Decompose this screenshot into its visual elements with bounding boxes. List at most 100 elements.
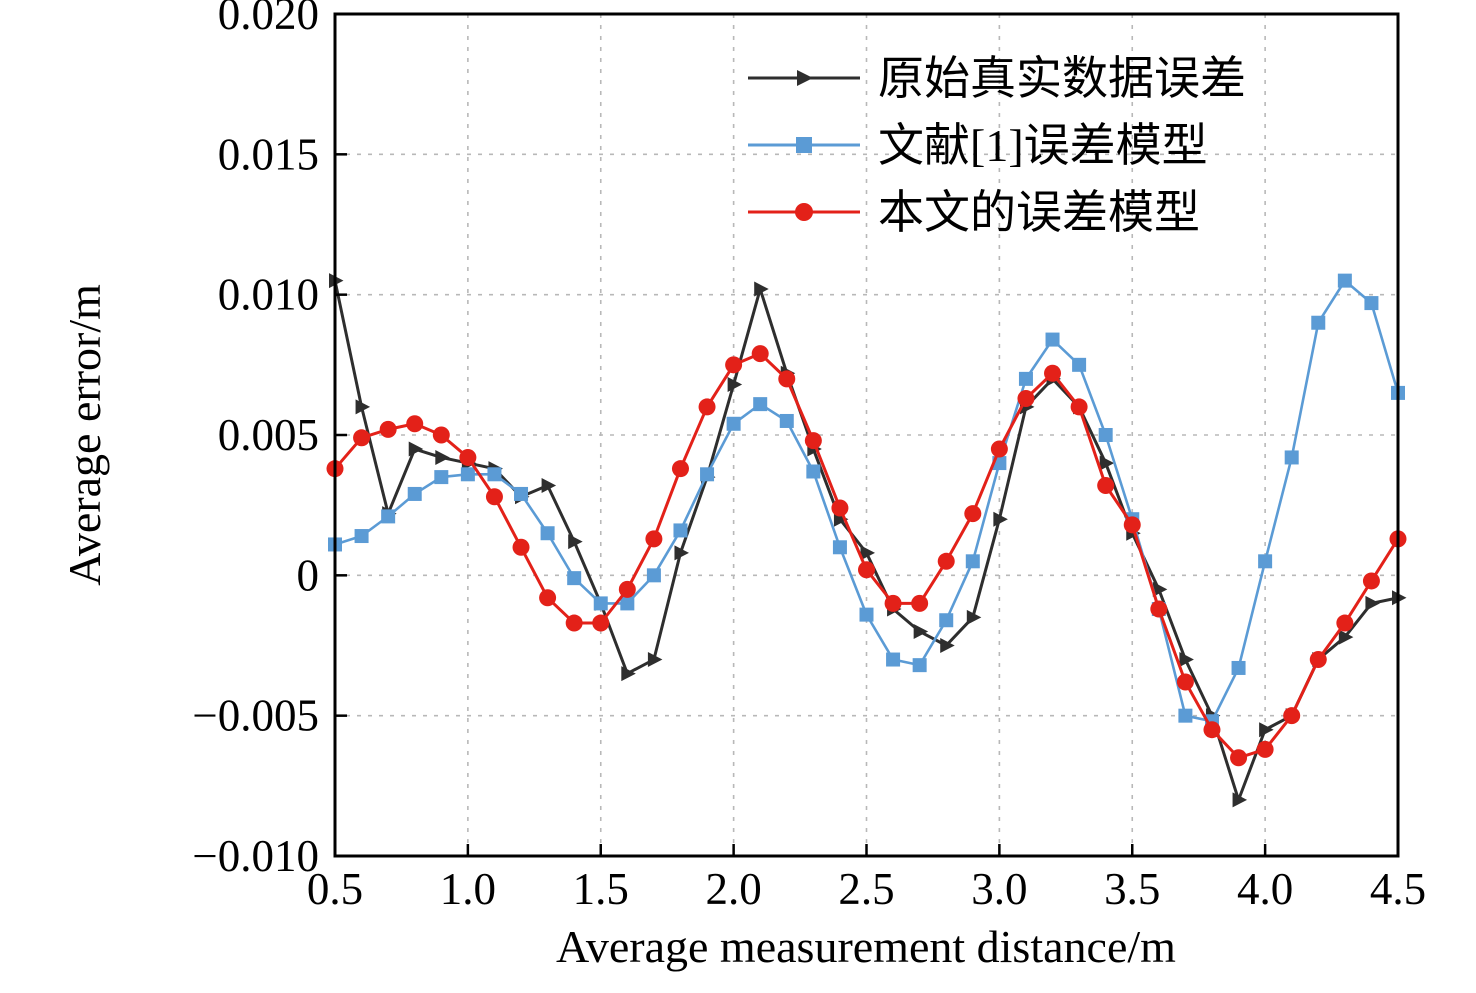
marker-square-icon	[646, 568, 661, 583]
y-tick-label: 0	[297, 550, 320, 600]
x-tick-label: 1.0	[440, 864, 496, 914]
marker-circle-icon	[858, 561, 875, 579]
marker-circle-icon	[911, 594, 929, 612]
marker-circle-icon	[353, 429, 371, 447]
marker-circle-icon	[725, 356, 743, 374]
marker-circle-icon	[512, 538, 530, 556]
marker-circle-icon	[618, 580, 636, 598]
marker-square-icon	[753, 397, 768, 412]
marker-square-icon	[381, 509, 396, 524]
marker-circle-icon	[1362, 572, 1380, 590]
marker-square-icon	[620, 596, 635, 611]
marker-triangle-right-icon	[408, 441, 424, 457]
marker-square-icon	[434, 470, 449, 485]
marker-square-icon	[939, 613, 954, 628]
y-axis-title: Average error/m	[59, 284, 110, 586]
x-tick-label: 0.5	[307, 864, 363, 914]
grid-layer	[334, 13, 1399, 857]
y-tick-label: −0.005	[192, 691, 319, 741]
marker-square-icon	[779, 413, 794, 428]
marker-triangle-right-icon	[1365, 595, 1380, 611]
marker-square-icon	[806, 464, 821, 479]
legend-label: 文献[1]误差模型	[878, 120, 1208, 171]
y-tick-label: −0.010	[192, 831, 319, 881]
marker-triangle-right-icon	[647, 652, 663, 668]
marker-circle-icon	[1256, 740, 1274, 758]
marker-square-icon	[593, 596, 608, 611]
marker-square-icon	[859, 607, 874, 622]
y-tick-label: 0.005	[218, 410, 319, 460]
marker-circle-icon	[671, 460, 689, 478]
marker-triangle-right-icon	[1152, 581, 1168, 597]
marker-triangle-right-icon	[754, 281, 769, 297]
marker-triangle-right-icon	[1099, 455, 1115, 471]
y-tick-label: 0.020	[218, 0, 319, 39]
marker-triangle-right-icon	[621, 666, 636, 682]
x-tick-label: 2.5	[838, 864, 894, 914]
marker-triangle-right-icon	[913, 623, 929, 639]
marker-circle-icon	[778, 370, 796, 388]
marker-square-icon	[540, 526, 555, 541]
marker-circle-icon	[1044, 364, 1062, 382]
marker-circle-icon	[645, 530, 663, 548]
marker-square-icon	[912, 658, 927, 673]
marker-circle-icon	[937, 552, 955, 570]
marker-square-icon	[1231, 660, 1246, 675]
marker-triangle-right-icon	[1259, 722, 1274, 738]
marker-circle-icon	[964, 505, 982, 523]
x-tick-label: 3.5	[1104, 864, 1160, 914]
series-layer	[326, 273, 1407, 808]
marker-circle-icon	[1230, 749, 1248, 767]
legend-label: 原始真实数据误差	[878, 53, 1246, 104]
plot-border	[333, 12, 1400, 858]
marker-square-icon	[700, 467, 715, 482]
marker-circle-icon	[831, 499, 849, 517]
marker-circle-icon	[1203, 721, 1221, 739]
marker-square-icon	[832, 540, 847, 555]
marker-square-icon	[567, 571, 582, 586]
marker-circle-icon	[1070, 398, 1088, 416]
marker-square-icon	[1072, 357, 1087, 372]
marker-square-icon	[1045, 332, 1060, 347]
marker-square-icon	[1311, 315, 1326, 330]
marker-square-icon	[1098, 428, 1113, 442]
marker-square-icon	[965, 554, 980, 569]
marker-circle-icon	[1150, 600, 1168, 618]
marker-triangle-right-icon	[568, 534, 583, 550]
marker-triangle-right-icon	[435, 449, 450, 465]
marker-circle-icon	[485, 488, 503, 506]
marker-triangle-right-icon	[1179, 652, 1194, 668]
marker-triangle-right-icon	[541, 478, 557, 494]
marker-circle-icon	[565, 614, 583, 632]
legend-marker-square-icon	[796, 137, 812, 153]
marker-square-icon	[460, 467, 475, 482]
marker-circle-icon	[1097, 477, 1115, 495]
marker-circle-icon	[1336, 614, 1354, 632]
marker-square-icon	[407, 486, 422, 501]
marker-circle-icon	[1283, 707, 1301, 725]
marker-circle-icon	[884, 594, 902, 612]
legend-marker-triangle-right-icon	[797, 70, 813, 86]
y-tick-label: 0.010	[218, 270, 319, 320]
marker-circle-icon	[1123, 516, 1141, 534]
marker-square-icon	[514, 486, 529, 501]
x-axis-title: Average measurement distance/m	[556, 921, 1176, 972]
marker-circle-icon	[1017, 390, 1035, 408]
marker-square-icon	[1018, 371, 1033, 386]
marker-circle-icon	[459, 448, 477, 466]
marker-triangle-right-icon	[355, 399, 371, 415]
legend-item: 文献[1]误差模型	[748, 120, 1208, 171]
marker-square-icon	[354, 529, 369, 544]
marker-square-icon	[487, 467, 502, 482]
marker-circle-icon	[698, 398, 716, 416]
x-tick-label: 2.0	[706, 864, 762, 914]
marker-triangle-right-icon	[860, 545, 875, 561]
x-tick-label: 3.0	[971, 864, 1027, 914]
x-tick-label: 1.5	[573, 864, 629, 914]
marker-circle-icon	[804, 432, 822, 450]
marker-triangle-right-icon	[727, 376, 743, 392]
marker-triangle-right-icon	[940, 638, 955, 653]
marker-circle-icon	[751, 345, 769, 363]
marker-circle-icon	[1309, 651, 1327, 669]
marker-square-icon	[1337, 273, 1352, 288]
